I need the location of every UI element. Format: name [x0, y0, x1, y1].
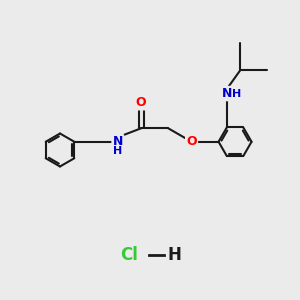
Text: H: H	[167, 246, 181, 264]
Text: N: N	[112, 135, 123, 148]
Text: O: O	[136, 96, 146, 109]
Text: H: H	[232, 88, 241, 99]
Text: H: H	[113, 146, 122, 156]
Text: Cl: Cl	[120, 246, 138, 264]
Text: O: O	[186, 135, 197, 148]
Text: N: N	[222, 87, 232, 100]
